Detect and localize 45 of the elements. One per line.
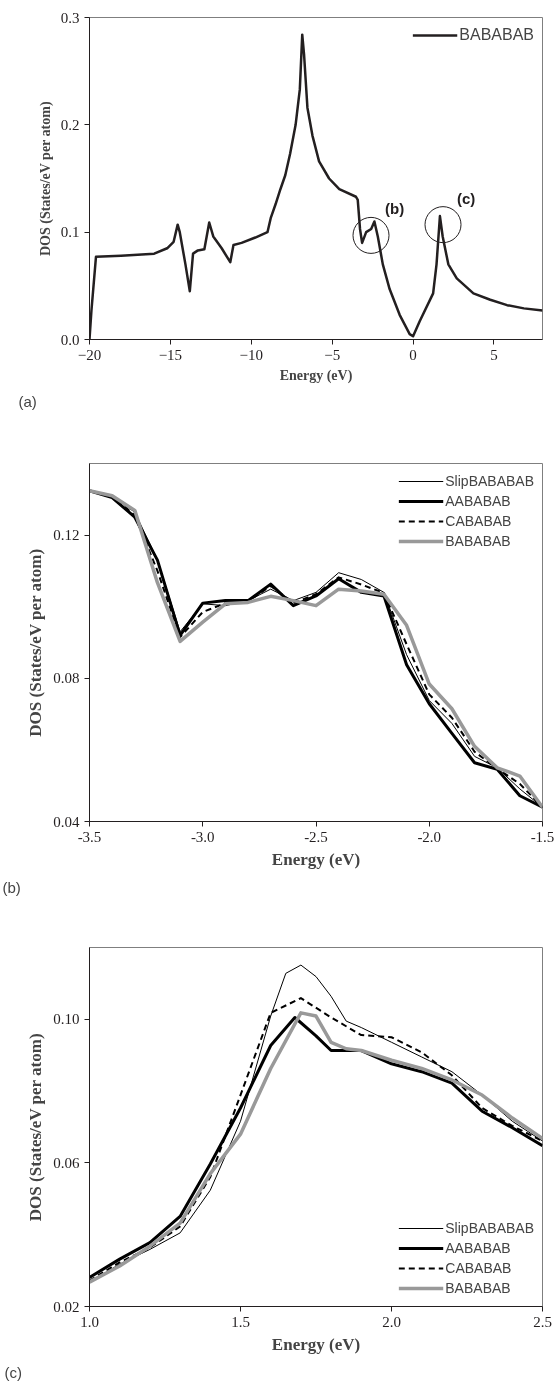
x-tick-label: 2.0 <box>382 1313 401 1330</box>
annotation: (c) <box>457 189 476 207</box>
x-tick-label: −15 <box>158 346 183 363</box>
y-tick-label: 0.10 <box>53 1011 80 1028</box>
x-axis-title: Energy (eV) <box>271 1334 361 1354</box>
annotation: (b) <box>385 200 405 218</box>
x-tick-label: -3.0 <box>190 828 215 845</box>
y-tick-label: 0.04 <box>53 813 80 830</box>
x-tick-label: -3.5 <box>77 828 102 845</box>
legend-label: BABABAB <box>445 533 511 549</box>
text: (a) <box>18 392 37 410</box>
x-tick-label: 0 <box>409 346 417 363</box>
x-tick-label: −5 <box>324 346 341 363</box>
y-tick-label: 0.0 <box>60 331 80 348</box>
text: (b) <box>2 878 21 896</box>
text: (c) <box>4 1363 22 1381</box>
y-tick-label: 0.3 <box>60 9 80 26</box>
x-tick-label: -2.5 <box>304 828 328 845</box>
y-tick-label: 0.2 <box>60 116 80 133</box>
legend-label: SlipBABABAB <box>445 473 534 489</box>
legend-label: CABABAB <box>445 513 512 529</box>
y-tick-label: 0.1 <box>60 224 80 241</box>
x-tick-label: −20 <box>77 346 102 363</box>
y-axis-title: DOS (States/eV per atom) <box>26 1033 46 1222</box>
y-tick-label: 0.08 <box>53 670 80 687</box>
y-tick-label: 0.12 <box>53 527 80 544</box>
x-tick-label: 1.0 <box>80 1313 99 1330</box>
x-tick-label: 1.5 <box>231 1313 250 1330</box>
y-tick-label: 0.06 <box>53 1154 80 1171</box>
y-axis-title: DOS (States/eV per atom) <box>26 548 46 737</box>
legend-label: BABABAB <box>459 26 534 44</box>
legend-label: SlipBABABAB <box>445 1220 534 1236</box>
x-tick-label: -1.5 <box>530 828 555 845</box>
legend-label: AABABAB <box>445 1240 511 1256</box>
legend-label: AABABAB <box>445 493 511 509</box>
x-tick-label: 5 <box>490 346 498 363</box>
legend-label: CABABAB <box>445 1260 512 1276</box>
y-tick-label: 0.02 <box>53 1298 80 1315</box>
y-axis-title: DOS (States/eV per atom) <box>37 101 54 257</box>
legend-label: BABABAB <box>445 1280 511 1296</box>
x-tick-label: -2.0 <box>417 828 442 845</box>
x-tick-label: 2.5 <box>533 1313 552 1330</box>
x-axis-title: Energy (eV) <box>271 849 361 869</box>
x-axis-title: Energy (eV) <box>279 367 353 384</box>
x-tick-label: −10 <box>239 346 264 363</box>
